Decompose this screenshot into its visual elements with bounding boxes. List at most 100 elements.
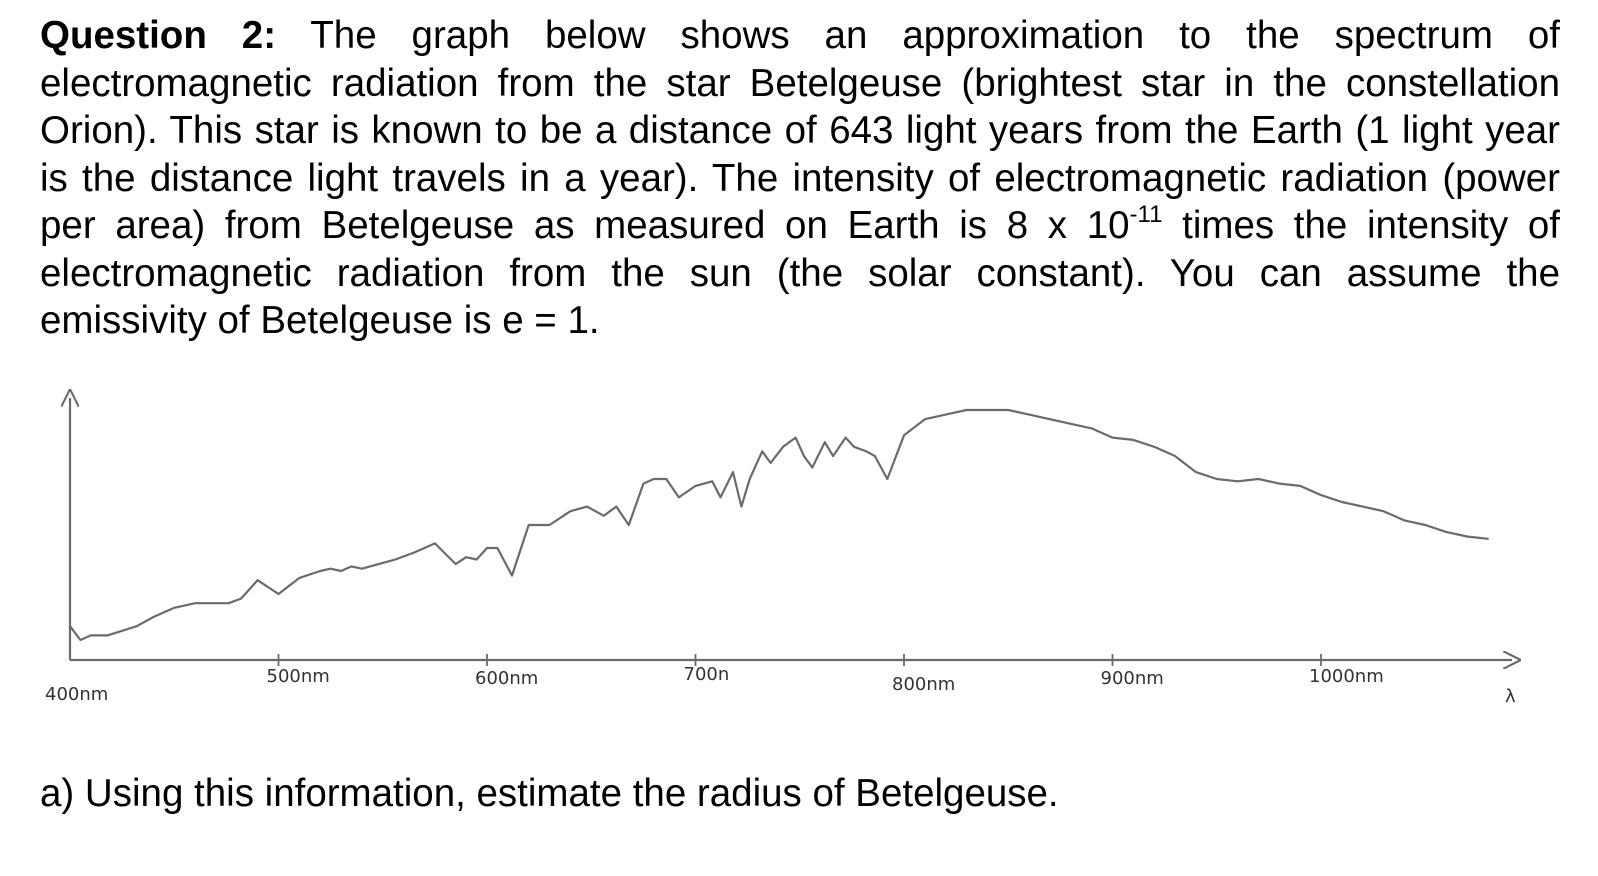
series-point — [194, 602, 196, 604]
series-point — [486, 547, 488, 549]
series-point — [434, 542, 436, 545]
series-point — [740, 505, 743, 508]
series-point — [694, 485, 697, 487]
series-point — [711, 480, 713, 483]
series-point — [240, 597, 242, 600]
series-point — [1111, 436, 1114, 439]
series-point — [569, 510, 572, 512]
series-point — [1403, 519, 1406, 522]
series-point — [824, 441, 826, 443]
x-tick-label: 500nm — [267, 666, 330, 687]
series-point — [732, 471, 734, 473]
series-point — [1070, 423, 1072, 425]
series-point — [782, 446, 784, 448]
series-point — [986, 409, 989, 411]
series-point — [1153, 446, 1155, 448]
question-paragraph: Question 2: The graph below shows an app… — [40, 12, 1560, 345]
series-point — [886, 478, 889, 480]
series-point — [152, 616, 155, 618]
series-point — [465, 556, 467, 558]
x-tick-label: 400nm — [45, 684, 108, 705]
series-point — [678, 496, 680, 499]
series-point — [1445, 531, 1447, 533]
series-point — [853, 446, 855, 448]
question-text-2: times the intensity of electromagnetic r… — [40, 204, 1560, 342]
series-point — [1028, 413, 1030, 416]
series-point — [1487, 538, 1489, 540]
series-point — [603, 515, 605, 517]
series-points — [69, 409, 1489, 641]
series-point — [227, 602, 230, 604]
series-point — [1216, 478, 1218, 480]
series-point — [665, 478, 668, 480]
series-point — [211, 602, 213, 604]
series-point — [475, 558, 478, 561]
series-point — [340, 570, 342, 572]
series-point — [79, 639, 82, 641]
series-point — [794, 436, 797, 439]
series-point — [761, 450, 763, 453]
x-tick-label: 700n — [684, 664, 730, 685]
series-point — [1299, 485, 1301, 487]
series-point — [548, 524, 551, 526]
series-point — [769, 462, 772, 464]
series-point — [256, 579, 259, 581]
series-point — [496, 547, 499, 549]
question-label: Question 2: — [40, 14, 277, 57]
series-point — [106, 634, 109, 637]
series-point — [350, 565, 353, 568]
series-point — [615, 505, 618, 508]
series-point — [586, 505, 588, 508]
series-point — [319, 570, 322, 572]
x-tick-label: 1000nm — [1309, 666, 1384, 687]
series-point — [832, 455, 834, 457]
series-point — [1382, 510, 1385, 512]
series-point — [965, 409, 968, 411]
series-point — [844, 436, 847, 439]
part-a-question: a) Using this information, estimate the … — [40, 772, 1059, 815]
series-point — [628, 524, 630, 526]
series-point — [1195, 471, 1197, 473]
series-point — [277, 593, 280, 595]
series-point — [394, 558, 397, 561]
series-point — [1174, 455, 1176, 457]
series-point — [121, 630, 123, 632]
series-point — [1236, 480, 1239, 483]
x-axis-label: λ — [1505, 686, 1516, 707]
x-tick-label: 600nm — [475, 668, 538, 689]
series-point — [1341, 501, 1343, 503]
series-line-spectrum — [68, 408, 1489, 642]
series-point — [361, 567, 363, 570]
question-exponent: -11 — [1129, 201, 1163, 229]
series-point — [719, 496, 722, 499]
series-point — [1361, 505, 1364, 508]
series-point — [454, 563, 457, 565]
series-point — [874, 455, 876, 457]
series-point — [511, 574, 513, 577]
series-point — [329, 567, 332, 570]
series-point — [865, 450, 868, 453]
x-ticks — [277, 654, 1322, 666]
series-point — [298, 577, 301, 579]
series-point — [173, 607, 176, 609]
series-point — [527, 524, 530, 526]
series-point — [1049, 418, 1051, 420]
series-point — [1090, 427, 1093, 430]
series-point — [135, 625, 138, 627]
series-point — [1278, 482, 1281, 485]
series-point — [748, 478, 751, 480]
series-point — [69, 625, 71, 627]
series-point — [944, 413, 947, 416]
series-point — [653, 478, 655, 480]
series-point — [1257, 478, 1260, 480]
series-point — [377, 563, 380, 565]
x-tick-label: 900nm — [1101, 668, 1164, 689]
series-point — [1424, 524, 1427, 526]
series-point — [1132, 439, 1135, 441]
x-tick-labels: 400nm 500nm 600nm 700n 800nm 900nm 1000nm — [45, 664, 1384, 705]
spectrum-chart: 400nm 500nm 600nm 700n 800nm 900nm 1000nm λ — [45, 380, 1598, 707]
x-tick-label: 800nm — [892, 674, 955, 695]
series-point — [413, 551, 415, 554]
series-point — [642, 482, 645, 485]
question-text-1: The graph below shows an approximation t… — [40, 14, 1560, 247]
